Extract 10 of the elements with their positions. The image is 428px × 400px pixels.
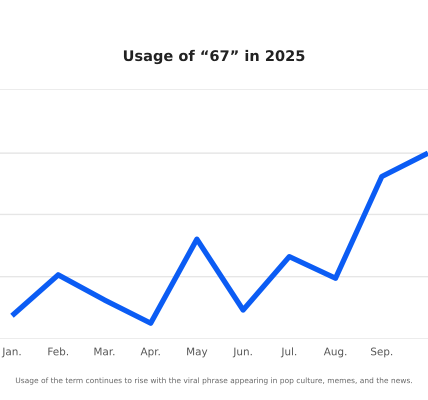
- x-tick-label: Sep.: [370, 348, 392, 358]
- chart-title: Usage of “67” in 2025: [124, 50, 304, 64]
- x-tick-label: Jun.: [232, 348, 252, 358]
- x-tick-label: Jul.: [280, 347, 296, 358]
- x-tick-label: May: [187, 348, 208, 358]
- x-tick-label: Jan.: [2, 348, 21, 358]
- x-tick-label: Feb.: [48, 347, 68, 356]
- x-tick-label: Apr.: [140, 348, 160, 358]
- x-tick-label: Aug.: [324, 348, 346, 358]
- x-tick-label: Mar.: [94, 348, 114, 356]
